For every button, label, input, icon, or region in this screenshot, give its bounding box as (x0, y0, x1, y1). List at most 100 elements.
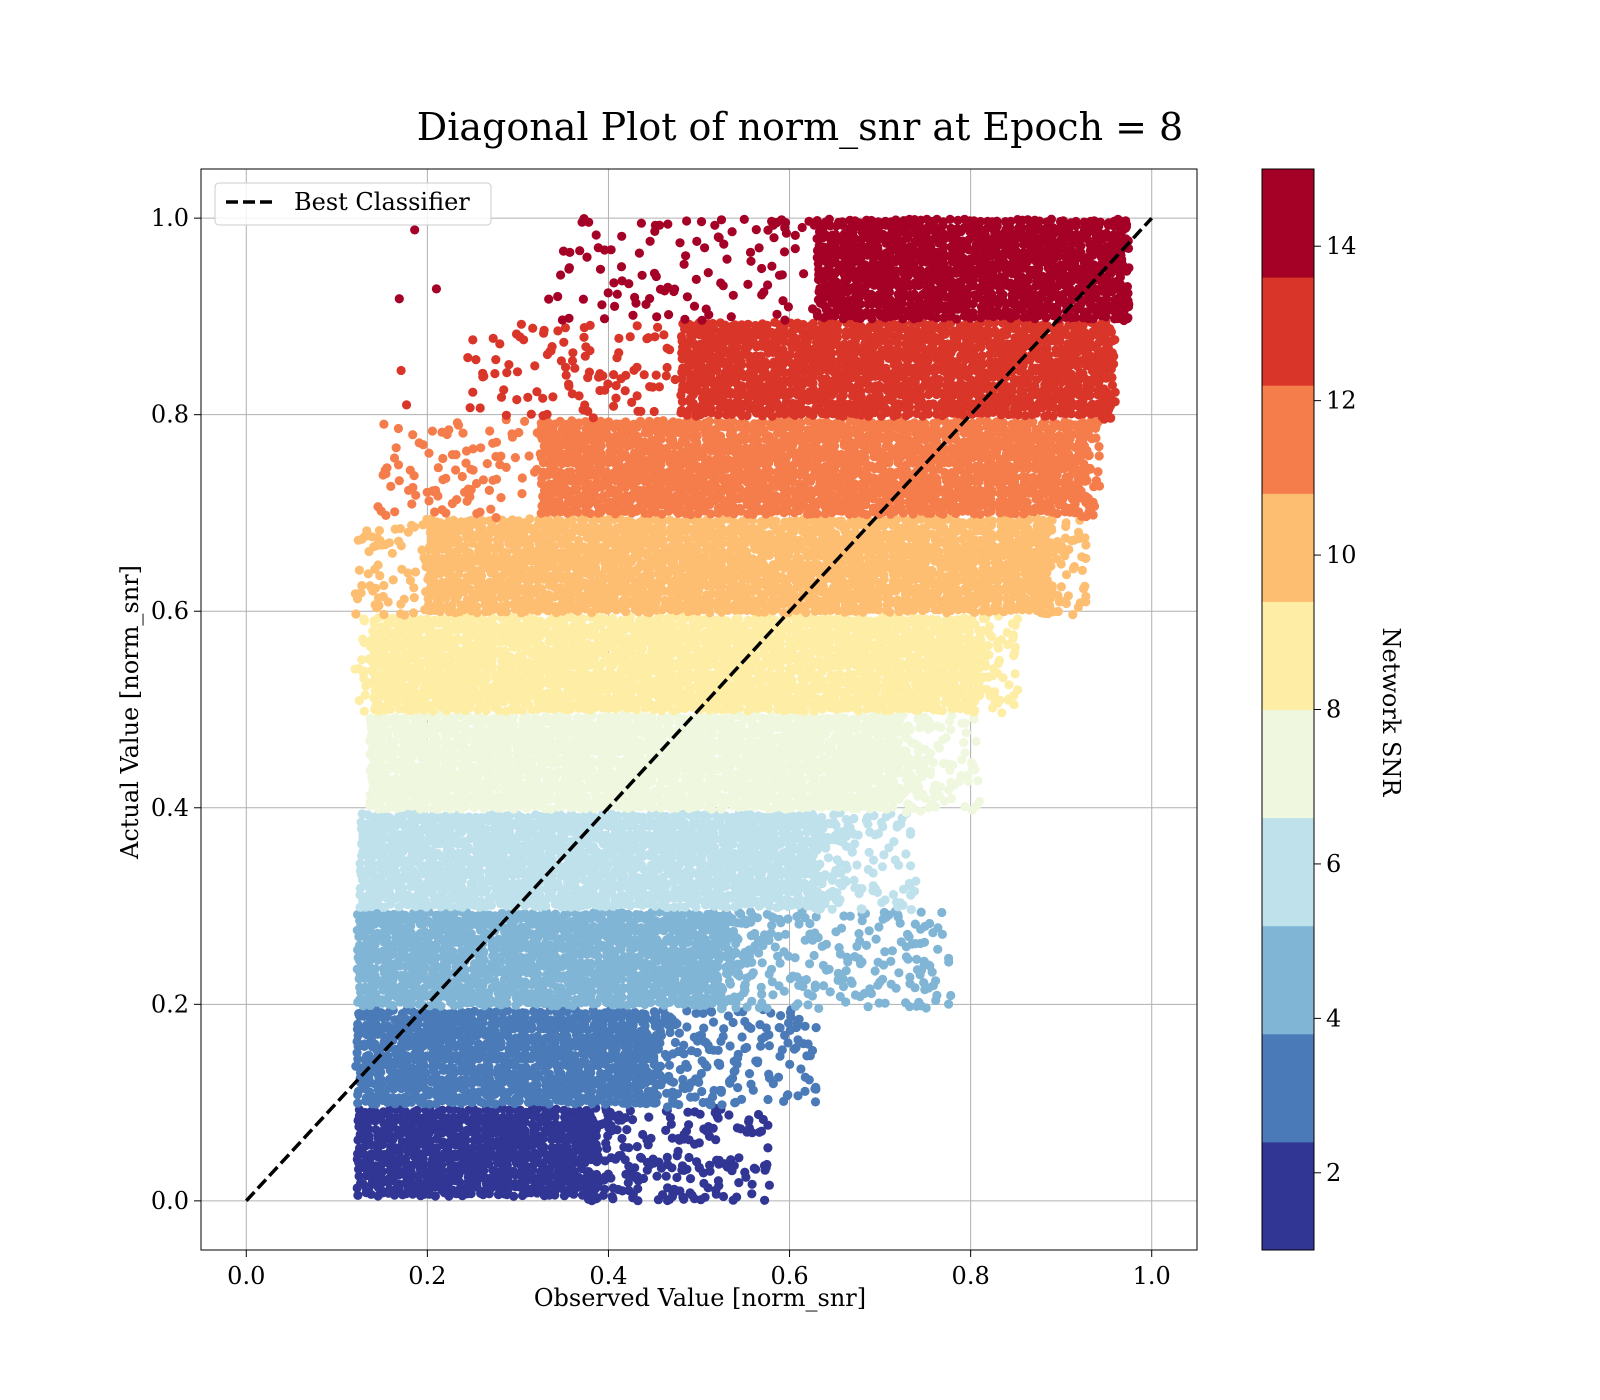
data-point (803, 989, 813, 999)
data-point (712, 1155, 722, 1165)
data-point (849, 813, 859, 824)
data-point (664, 1060, 675, 1070)
data-point (474, 1117, 484, 1127)
data-point (514, 1096, 525, 1106)
data-point (594, 1154, 604, 1164)
data-point (510, 1117, 520, 1127)
data-point (684, 1120, 694, 1130)
data-point (645, 1160, 655, 1170)
data-point (703, 1183, 713, 1193)
data-point (762, 909, 772, 919)
data-point (617, 974, 627, 984)
data-point (847, 978, 857, 989)
data-point (813, 902, 824, 912)
data-point (889, 837, 899, 847)
data-point (733, 1083, 743, 1093)
data-point (901, 849, 911, 859)
data-point (829, 870, 839, 880)
data-point (783, 1018, 794, 1028)
data-point (721, 952, 731, 962)
data-point (663, 1159, 673, 1170)
data-point (690, 1092, 700, 1102)
data-point (780, 929, 791, 940)
data-point (752, 913, 763, 923)
data-point (424, 1090, 434, 1100)
data-point (796, 1064, 806, 1074)
data-point (718, 1031, 728, 1042)
data-point (683, 937, 693, 947)
data-point (832, 855, 842, 865)
data-point (841, 966, 851, 976)
data-point (825, 987, 835, 997)
data-point (510, 1012, 520, 1022)
data-point (570, 1146, 580, 1156)
data-point (756, 1041, 766, 1051)
data-point (437, 1105, 447, 1115)
data-point (382, 1097, 392, 1107)
data-point (568, 1001, 578, 1011)
data-point (461, 1128, 471, 1138)
data-point (864, 847, 874, 858)
data-point (713, 1176, 724, 1186)
data-point (911, 876, 921, 886)
data-point (666, 1076, 676, 1086)
data-point (776, 1011, 786, 1021)
data-point (737, 1032, 747, 1042)
data-point (526, 1054, 536, 1064)
data-point (736, 960, 746, 970)
data-point (764, 1041, 775, 1051)
band-4-points (355, 808, 921, 915)
data-point (574, 1182, 585, 1192)
data-point (871, 934, 881, 944)
data-point (591, 1140, 601, 1150)
data-point (809, 950, 819, 961)
data-point (646, 997, 656, 1008)
data-point (430, 1191, 440, 1201)
data-point (455, 1116, 465, 1126)
data-point (587, 1114, 597, 1124)
data-point (904, 932, 914, 942)
data-point (803, 1000, 813, 1010)
data-point (444, 1191, 454, 1201)
data-point (627, 1115, 638, 1125)
data-point (925, 918, 935, 929)
data-point (711, 1135, 721, 1145)
data-point (747, 1179, 757, 1189)
data-point (855, 959, 866, 969)
data-point (721, 881, 731, 891)
data-point (550, 1112, 560, 1122)
data-point (731, 997, 741, 1008)
data-point (653, 1044, 663, 1054)
data-point (728, 1017, 738, 1028)
data-point (359, 1041, 369, 1051)
data-point (805, 1051, 815, 1061)
data-point (690, 1107, 700, 1117)
data-point (486, 900, 497, 911)
data-point (665, 1027, 675, 1038)
data-point (584, 1167, 594, 1177)
data-point (678, 1192, 688, 1202)
data-point (910, 983, 920, 993)
data-point (891, 983, 901, 993)
data-point (725, 979, 736, 989)
data-point (366, 1189, 376, 1199)
data-point (679, 1129, 689, 1140)
data-point (653, 1080, 663, 1090)
data-point (569, 1189, 579, 1199)
data-point (741, 919, 751, 929)
data-point (685, 1174, 696, 1184)
data-point (906, 890, 916, 900)
data-point (619, 1142, 629, 1152)
data-point (766, 964, 777, 974)
data-point (716, 1085, 727, 1096)
data-point (740, 979, 750, 990)
data-point (382, 1012, 392, 1022)
data-point (879, 850, 889, 860)
data-point (682, 1022, 692, 1032)
data-point (773, 1072, 784, 1082)
data-point (852, 860, 862, 870)
data-point (905, 972, 915, 982)
data-point (916, 924, 926, 934)
